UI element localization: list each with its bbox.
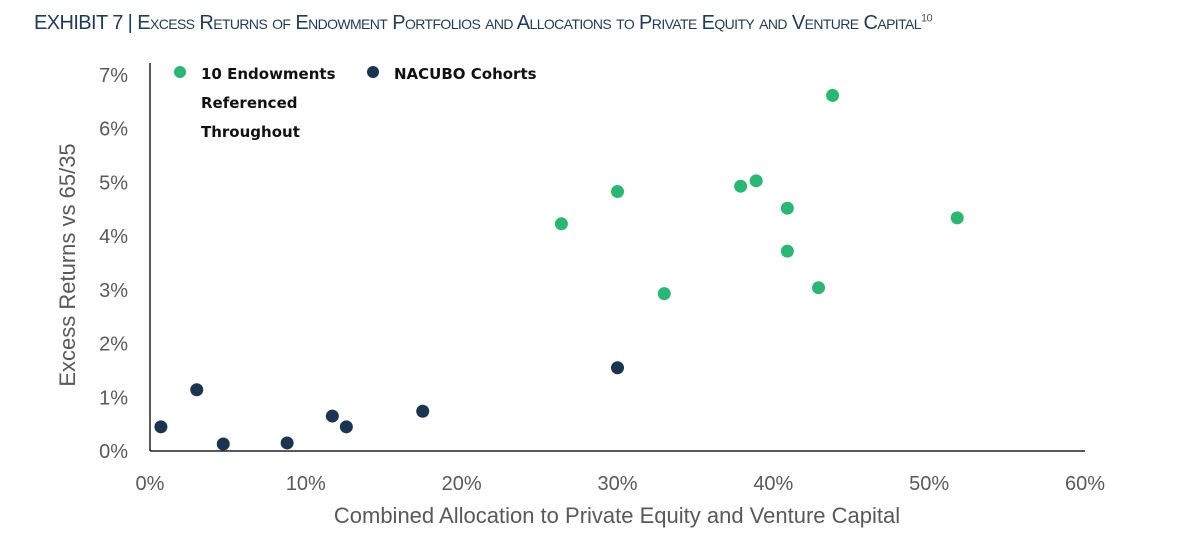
y-tick-label: 3%	[99, 280, 128, 302]
legend-label: Referenced	[201, 94, 297, 112]
data-point	[190, 383, 204, 397]
y-tick-label: 4%	[99, 226, 128, 248]
y-tick-label: 5%	[99, 172, 128, 194]
legend-label: 10 Endowments	[201, 65, 336, 83]
data-point	[734, 179, 748, 193]
x-axis-label: Combined Allocation to Private Equity an…	[334, 503, 900, 528]
data-point	[554, 217, 568, 231]
data-point	[749, 174, 763, 188]
data-point	[416, 404, 430, 418]
y-tick-label: 7%	[99, 65, 128, 87]
x-tick-label: 20%	[442, 473, 482, 495]
data-point	[611, 361, 624, 375]
x-tick-label: 0%	[136, 473, 165, 495]
x-tick-label: 60%	[1065, 473, 1105, 495]
x-tick-label: 50%	[909, 473, 949, 495]
data-point	[657, 287, 671, 301]
data-point	[950, 211, 964, 225]
legend-label: Throughout	[201, 123, 300, 141]
y-tick-label: 0%	[99, 441, 128, 463]
data-point	[812, 281, 826, 295]
y-tick-label: 1%	[99, 387, 128, 409]
data-point	[339, 420, 353, 434]
data-point	[325, 409, 339, 423]
legend-label: NACUBO Cohorts	[394, 65, 537, 83]
data-point	[154, 420, 168, 434]
data-point	[826, 88, 840, 102]
data-point	[216, 437, 230, 451]
x-tick-label: 40%	[753, 473, 793, 495]
footnote-marker: 10	[920, 12, 933, 25]
x-tick-label: 30%	[597, 473, 637, 495]
legend-marker	[367, 66, 379, 78]
chart-title: EXHIBIT 7 | Excess Returns of Endowment …	[34, 12, 933, 35]
y-tick-label: 6%	[99, 119, 128, 141]
data-point	[780, 244, 794, 258]
data-point	[780, 201, 794, 215]
data-point	[611, 185, 624, 199]
y-axis-label: Excess Returns vs 65/35	[55, 143, 80, 386]
data-point	[280, 436, 294, 450]
legend-marker	[174, 66, 186, 78]
x-tick-label: 10%	[286, 473, 326, 495]
chart-title-text: EXHIBIT 7 | Excess Returns of Endowment …	[34, 12, 922, 34]
y-tick-label: 2%	[99, 334, 128, 356]
